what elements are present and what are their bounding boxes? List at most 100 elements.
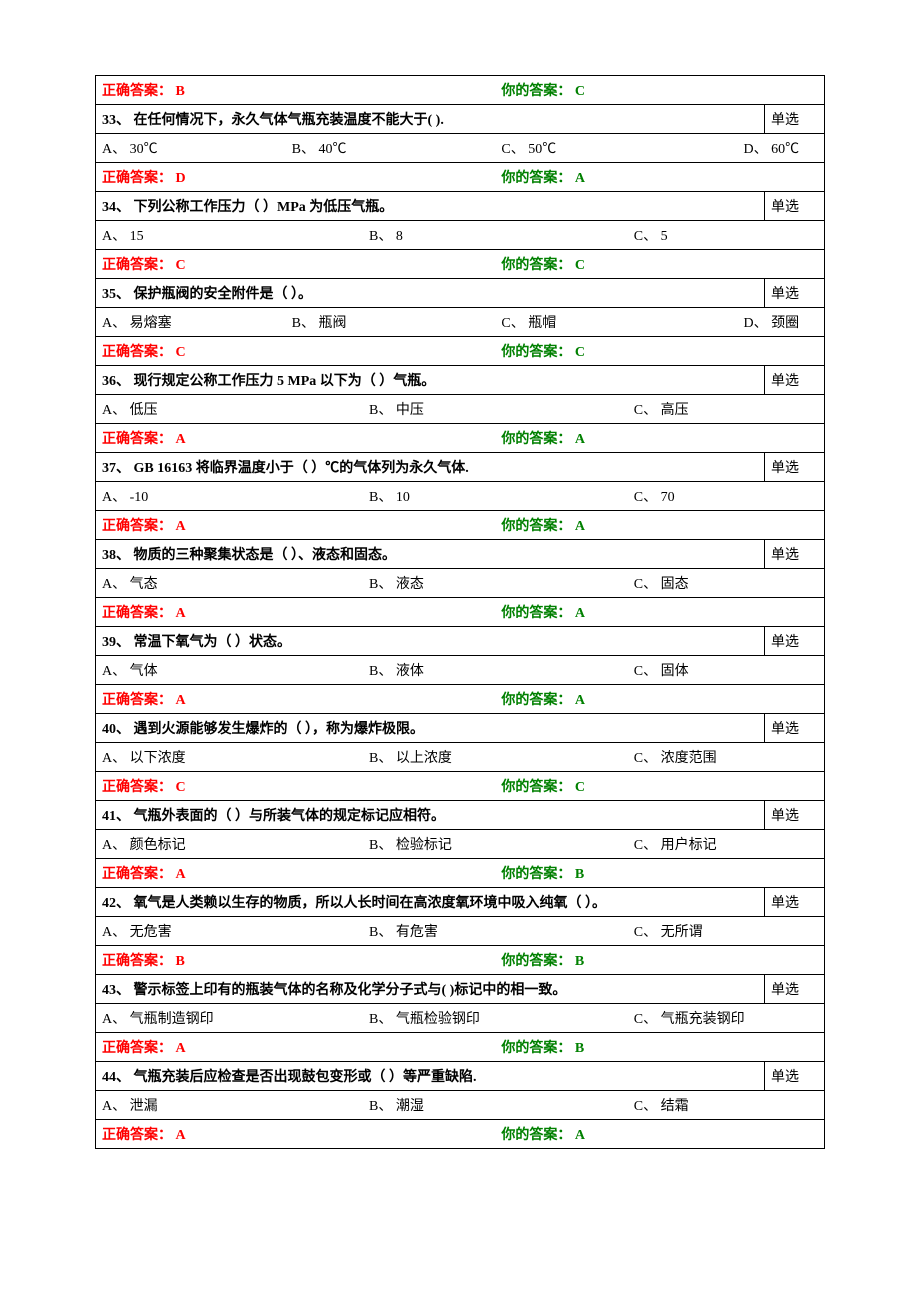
option-key: B、 (369, 664, 396, 679)
option-key: B、 (369, 490, 396, 505)
option-cell: B、 液态 (363, 569, 628, 598)
option-cell: B、 检验标记 (363, 830, 628, 859)
option-key: D、 (744, 142, 772, 157)
your-label: 你的答案： (501, 606, 571, 621)
option-key: A、 (102, 577, 130, 592)
option-key: A、 (102, 490, 130, 505)
option-key: C、 (634, 490, 661, 505)
question-text: 下列公称工作压力（ ）MPa 为低压气瓶。 (134, 200, 394, 215)
option-cell: B、 中压 (363, 395, 628, 424)
option-value: 瓶阀 (319, 316, 347, 331)
option-value: 液态 (396, 577, 424, 592)
questions-table: 正确答案： B你的答案： C33、 在任何情况下，永久气体气瓶充装温度不能大于(… (95, 75, 825, 1149)
option-key: C、 (501, 142, 528, 157)
question-cell: 37、 GB 16163 将临界温度小于（ ）℃的气体列为永久气体. (96, 453, 765, 482)
correct-answer-cell: 正确答案： B (96, 76, 496, 105)
options-row: A、 泄漏B、 潮湿C、 结霜 (96, 1091, 825, 1120)
option-cell: A、 无危害 (96, 917, 364, 946)
correct-answer-cell: 正确答案： C (96, 337, 496, 366)
question-row: 43、 警示标签上印有的瓶装气体的名称及化学分子式与( )标记中的相一致。单选 (96, 975, 825, 1004)
option-cell: D、 颈圈 (738, 308, 825, 337)
your-answer-cell: 你的答案： A (495, 685, 824, 714)
option-cell: C、 用户标记 (628, 830, 825, 859)
option-key: B、 (292, 142, 319, 157)
your-answer-cell: 你的答案： A (495, 1120, 824, 1149)
option-cell: C、 瓶帽 (495, 308, 737, 337)
your-answer-cell: 你的答案： A (495, 511, 824, 540)
option-key: C、 (634, 403, 661, 418)
question-text: 在任何情况下，永久气体气瓶充装温度不能大于( ). (134, 113, 444, 128)
question-type: 单选 (765, 1062, 825, 1091)
option-cell: C、 结霜 (628, 1091, 825, 1120)
correct-label: 正确答案： (102, 345, 172, 360)
option-cell: A、 易熔塞 (96, 308, 286, 337)
question-number: 33、 (102, 113, 134, 128)
question-number: 39、 (102, 635, 134, 650)
correct-label: 正确答案： (102, 84, 172, 99)
option-value: 无所谓 (661, 925, 703, 940)
option-value: 检验标记 (396, 838, 452, 853)
correct-label: 正确答案： (102, 171, 172, 186)
your-value: B (571, 954, 584, 969)
option-value: 中压 (396, 403, 424, 418)
correct-label: 正确答案： (102, 693, 172, 708)
options-row: A、 无危害B、 有危害C、 无所谓 (96, 917, 825, 946)
your-label: 你的答案： (501, 171, 571, 186)
question-text: 警示标签上印有的瓶装气体的名称及化学分子式与( )标记中的相一致。 (134, 983, 567, 998)
option-value: 低压 (130, 403, 158, 418)
your-label: 你的答案： (501, 519, 571, 534)
options-row: A、 -10B、 10C、 70 (96, 482, 825, 511)
your-value: C (571, 258, 585, 273)
correct-label: 正确答案： (102, 1128, 172, 1143)
option-value: 用户标记 (661, 838, 717, 853)
correct-answer-cell: 正确答案： B (96, 946, 496, 975)
option-cell: A、 以下浓度 (96, 743, 364, 772)
question-row: 40、 遇到火源能够发生爆炸的（ ），称为爆炸极限。单选 (96, 714, 825, 743)
question-cell: 39、 常温下氧气为（ ）状态。 (96, 627, 765, 656)
option-cell: B、 8 (363, 221, 628, 250)
question-row: 36、 现行规定公称工作压力 5 MPa 以下为（ ）气瓶。单选 (96, 366, 825, 395)
options-row: A、 15B、 8C、 5 (96, 221, 825, 250)
question-cell: 40、 遇到火源能够发生爆炸的（ ），称为爆炸极限。 (96, 714, 765, 743)
question-number: 36、 (102, 374, 134, 389)
your-label: 你的答案： (501, 258, 571, 273)
correct-value: A (172, 867, 186, 882)
option-key: A、 (102, 751, 130, 766)
option-value: 固态 (661, 577, 689, 592)
option-value: 无危害 (130, 925, 172, 940)
answer-row: 正确答案： A你的答案： A (96, 424, 825, 453)
options-row: A、 气瓶制造钢印B、 气瓶检验钢印C、 气瓶充装钢印 (96, 1004, 825, 1033)
correct-answer-cell: 正确答案： A (96, 685, 496, 714)
option-key: C、 (634, 1099, 661, 1114)
option-key: D、 (744, 316, 772, 331)
option-value: 气瓶检验钢印 (396, 1012, 480, 1027)
option-cell: A、 气瓶制造钢印 (96, 1004, 364, 1033)
your-answer-cell: 你的答案： C (495, 76, 824, 105)
correct-value: C (172, 345, 186, 360)
option-value: 5 (661, 229, 668, 244)
your-value: C (571, 345, 585, 360)
your-label: 你的答案： (501, 432, 571, 447)
option-cell: B、 潮湿 (363, 1091, 628, 1120)
option-value: 以下浓度 (130, 751, 186, 766)
question-cell: 34、 下列公称工作压力（ ）MPa 为低压气瓶。 (96, 192, 765, 221)
option-value: 高压 (661, 403, 689, 418)
your-value: B (571, 1041, 584, 1056)
option-cell: C、 无所谓 (628, 917, 825, 946)
option-key: C、 (634, 925, 661, 940)
option-cell: B、 有危害 (363, 917, 628, 946)
option-key: C、 (634, 838, 661, 853)
answer-row: 正确答案： A你的答案： B (96, 1033, 825, 1062)
option-value: 气瓶充装钢印 (661, 1012, 745, 1027)
your-value: A (571, 519, 585, 534)
question-type: 单选 (765, 366, 825, 395)
your-value: A (571, 171, 585, 186)
question-cell: 44、 气瓶充装后应检查是否出现鼓包变形或（ ）等严重缺陷. (96, 1062, 765, 1091)
your-value: C (571, 780, 585, 795)
option-value: 10 (396, 490, 410, 505)
question-row: 39、 常温下氧气为（ ）状态。单选 (96, 627, 825, 656)
option-cell: B、 瓶阀 (286, 308, 496, 337)
option-value: 颜色标记 (130, 838, 186, 853)
correct-answer-cell: 正确答案： A (96, 859, 496, 888)
option-cell: C、 50℃ (495, 134, 737, 163)
